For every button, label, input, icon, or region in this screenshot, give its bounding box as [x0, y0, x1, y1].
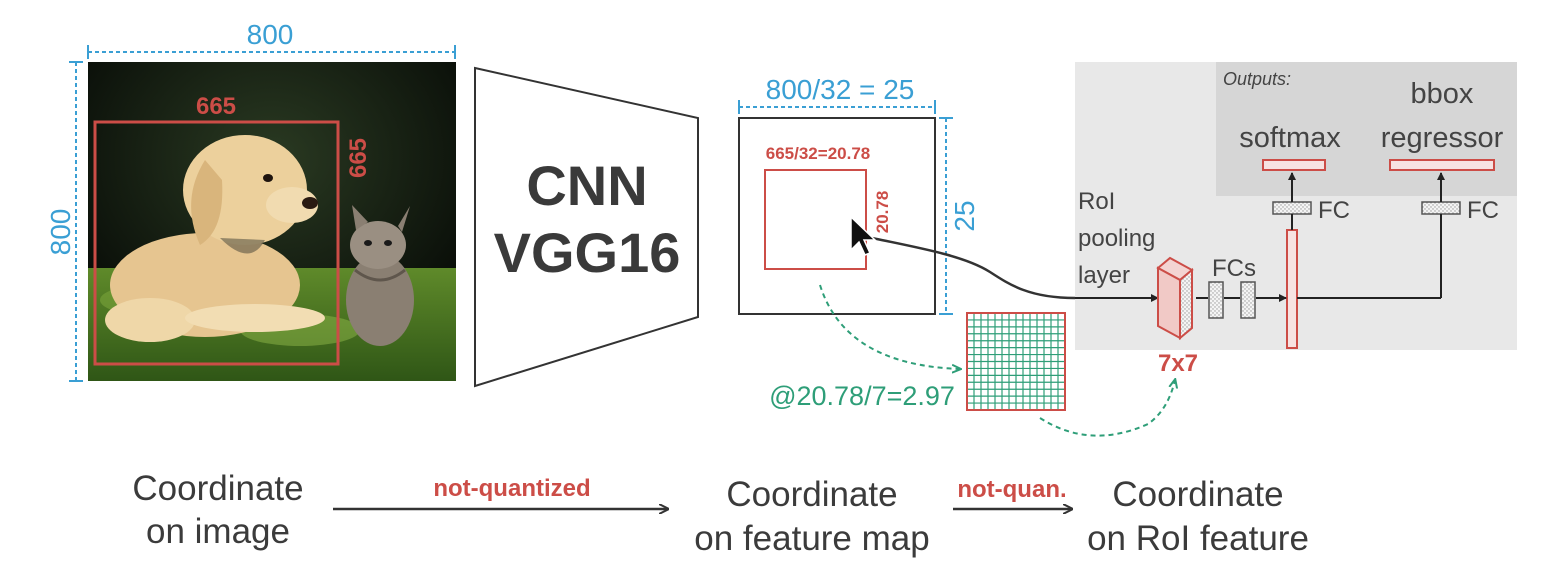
dog-and-kitten-photo — [88, 62, 456, 381]
softmax-label: softmax — [1239, 122, 1341, 154]
stage2-line1: Coordinate — [726, 475, 897, 514]
grid-cell-label: @20.78/7=2.97 — [769, 381, 955, 411]
image-width-dimension: 800 — [87, 19, 456, 59]
softmax-output-bar — [1262, 159, 1326, 171]
feature-roi-height-label: 20.78 — [873, 191, 892, 234]
fcs-box-1 — [1208, 281, 1224, 319]
roi-pooling-cuboid — [1156, 256, 1194, 341]
cnn-label: CNN — [526, 154, 647, 217]
green-arrow-to-grid — [819, 284, 960, 369]
feature-roi-width-label: 665/32=20.78 — [766, 144, 870, 163]
roi-pooling-label-line3: layer — [1078, 262, 1130, 289]
roi-height-label: 665 — [345, 138, 372, 178]
feature-vector-bar — [1286, 229, 1298, 349]
green-arrow-to-pool — [1039, 380, 1175, 437]
image-height-label: 800 — [45, 209, 76, 256]
bbox-label-line1: bbox — [1411, 78, 1474, 110]
stage1-line1: Coordinate — [132, 469, 303, 508]
not-quan-label: not-quan. — [957, 476, 1066, 503]
feature-map-panel: 800/32 = 25 25 665/32=20.78 20.78 — [738, 74, 980, 315]
fc-box-softmax — [1272, 201, 1312, 215]
bbox-label-line2: regressor — [1381, 122, 1504, 154]
grid-border — [966, 312, 1066, 411]
feature-map-height-dimension: 25 — [939, 117, 980, 315]
roi-pooling-label-line1: RoI — [1078, 188, 1115, 215]
fcs-box-2 — [1240, 281, 1256, 319]
image-width-label: 800 — [247, 19, 294, 50]
feature-map-box — [738, 117, 936, 315]
feature-map-width-label: 800/32 = 25 — [766, 74, 915, 105]
bbox-output-bar — [1389, 159, 1495, 171]
pool-size-label: 7x7 — [1158, 350, 1198, 377]
roi-box-on-image: 665 665 — [93, 93, 372, 366]
fast-rcnn-head-panel: Outputs: bbox softmax regressor FC FC FC… — [1075, 62, 1517, 350]
bottom-flow: Coordinate on image not-quantized Coordi… — [132, 469, 1309, 558]
image-height-dimension: 800 — [45, 61, 83, 382]
vgg16-label: VGG16 — [494, 221, 681, 284]
roi-box-on-feature-map — [764, 169, 867, 270]
stage3-line2: on RoI feature — [1087, 519, 1309, 558]
stage1-line2: on image — [146, 512, 290, 551]
fc-label-1: FC — [1318, 197, 1350, 224]
roi-pooling-label-line2: pooling — [1078, 225, 1155, 252]
outputs-panel-bg — [1216, 62, 1517, 196]
outputs-label: Outputs: — [1223, 69, 1291, 89]
roi-width-label: 665 — [196, 93, 236, 120]
fc-label-2: FC — [1467, 197, 1499, 224]
stage3-line1: Coordinate — [1112, 475, 1283, 514]
fc-box-bbox — [1421, 201, 1461, 215]
input-image-panel: 800 800 — [45, 19, 456, 382]
feature-map-width-dimension: 800/32 = 25 — [738, 74, 936, 114]
pooling-grid-7x7 — [966, 312, 1066, 411]
mouse-pointer-icon — [850, 215, 877, 256]
feature-map-height-label: 25 — [949, 200, 980, 231]
roi-connector-curve — [871, 236, 1076, 300]
not-quantized-label: not-quantized — [433, 475, 590, 502]
fcs-label: FCs — [1212, 255, 1256, 282]
cnn-backbone: CNN VGG16 — [474, 66, 699, 388]
stage2-line2: on feature map — [694, 519, 929, 558]
